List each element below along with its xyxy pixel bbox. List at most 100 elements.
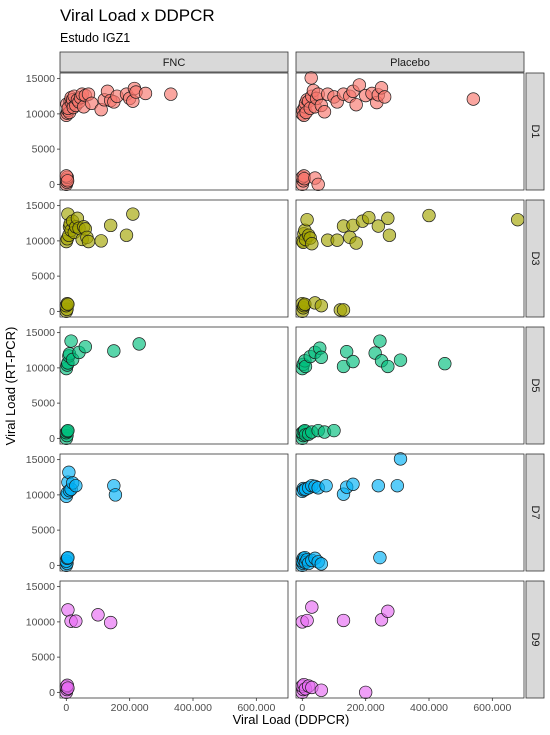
panel-d9-placebo: 0 200.000 400.000 600.000 xyxy=(295,580,525,714)
y-tick-label: 0 xyxy=(49,179,55,191)
panel-border xyxy=(295,72,525,191)
y-tick-label: 15000 xyxy=(26,200,55,212)
x-tick-label: 0 xyxy=(299,702,305,714)
panel-background xyxy=(60,327,288,444)
panel-d7-fnc: 0 5000 10000 15000 xyxy=(26,453,289,573)
panel-d3-placebo xyxy=(295,199,525,319)
panel-background xyxy=(60,200,288,317)
panel-border xyxy=(59,326,289,445)
data-point xyxy=(317,105,332,119)
data-point xyxy=(346,354,360,369)
x-tick-label: 600.000 xyxy=(237,702,275,714)
y-tick-label: 15000 xyxy=(26,73,55,85)
panel-background xyxy=(296,454,524,571)
column-strip-fnc xyxy=(59,51,289,73)
row-strip-label: D5 xyxy=(529,378,541,392)
data-point xyxy=(393,353,408,367)
row-strip-d9 xyxy=(525,580,545,699)
data-point xyxy=(373,334,387,348)
panel-d1-placebo xyxy=(295,71,525,192)
column-strip-placebo xyxy=(295,51,525,73)
panel-background xyxy=(296,200,524,317)
y-tick-label: 5000 xyxy=(32,144,56,156)
chart-title: Viral Load x DDPCR xyxy=(60,6,215,25)
y-tick-label: 0 xyxy=(49,306,55,318)
panel-d7-placebo xyxy=(295,452,525,573)
panel-d3-fnc: 0 5000 10000 15000 xyxy=(26,199,289,319)
y-tick-label: 10000 xyxy=(26,362,55,374)
data-point xyxy=(373,550,387,565)
data-point xyxy=(327,423,341,438)
data-point xyxy=(107,344,121,358)
x-tick-label: 200.000 xyxy=(111,702,149,714)
data-point xyxy=(104,615,118,630)
data-point xyxy=(314,299,328,313)
panel-background xyxy=(60,581,288,698)
x-tick-label: 400.000 xyxy=(410,702,448,714)
data-point xyxy=(300,613,314,628)
row-strip-label: D9 xyxy=(529,632,541,646)
data-point xyxy=(346,477,360,491)
data-point xyxy=(94,234,108,248)
x-tick-label: 400.000 xyxy=(174,702,212,714)
data-point xyxy=(349,98,363,112)
data-point xyxy=(511,213,525,227)
data-point xyxy=(61,297,75,311)
data-point xyxy=(382,228,397,242)
data-point xyxy=(330,233,344,247)
y-tick-label: 0 xyxy=(49,433,55,445)
panel-border xyxy=(295,326,525,445)
data-point xyxy=(78,340,92,354)
y-axis-title: Viral Load (RT-PCR) xyxy=(3,327,18,446)
y-tick-label: 15000 xyxy=(26,327,55,339)
data-point xyxy=(381,359,395,374)
data-point xyxy=(349,236,363,250)
y-tick-label: 5000 xyxy=(32,525,56,537)
data-point xyxy=(438,357,452,371)
column-strip-label: Placebo xyxy=(390,57,430,69)
data-point xyxy=(359,685,373,700)
panel-border xyxy=(59,453,289,572)
x-axis-title: Viral Load (DDPCR) xyxy=(233,712,350,727)
panel-background xyxy=(60,454,288,571)
data-point xyxy=(311,177,325,192)
panel-border xyxy=(295,580,525,699)
data-point xyxy=(381,604,395,618)
data-point xyxy=(61,603,75,617)
data-point xyxy=(69,614,83,628)
panel-d1-fnc: 0 5000 10000 15000 xyxy=(26,72,289,192)
data-point xyxy=(378,90,392,104)
row-strip-label: D1 xyxy=(529,124,541,138)
panel-border xyxy=(295,199,525,318)
data-point xyxy=(81,234,96,249)
data-point xyxy=(108,488,123,502)
data-point xyxy=(390,479,404,493)
data-point xyxy=(305,600,319,614)
row-strip-label: D3 xyxy=(529,251,541,265)
x-tick-label: 600.000 xyxy=(473,702,511,714)
data-point xyxy=(352,78,366,92)
data-point xyxy=(138,86,153,101)
y-tick-label: 15000 xyxy=(26,581,55,593)
data-point xyxy=(119,228,134,242)
data-point xyxy=(362,210,376,225)
x-tick-label: 0 xyxy=(63,702,69,714)
column-strip-label: FNC xyxy=(163,57,186,69)
panel-border xyxy=(59,199,289,318)
panel-background xyxy=(296,581,524,698)
row-strip-d3 xyxy=(525,199,545,318)
row-strip-d5 xyxy=(525,326,545,445)
data-point xyxy=(104,218,118,233)
data-point xyxy=(132,337,146,351)
data-point xyxy=(61,550,75,565)
data-point xyxy=(381,211,395,225)
y-tick-label: 5000 xyxy=(32,271,56,283)
y-tick-label: 10000 xyxy=(26,235,55,247)
row-strip-d7 xyxy=(525,453,545,572)
data-point xyxy=(319,479,333,493)
chart-subtitle: Estudo IGZ1 xyxy=(60,31,130,45)
y-tick-label: 10000 xyxy=(26,108,55,120)
data-point xyxy=(314,350,328,364)
y-tick-label: 5000 xyxy=(32,398,56,410)
